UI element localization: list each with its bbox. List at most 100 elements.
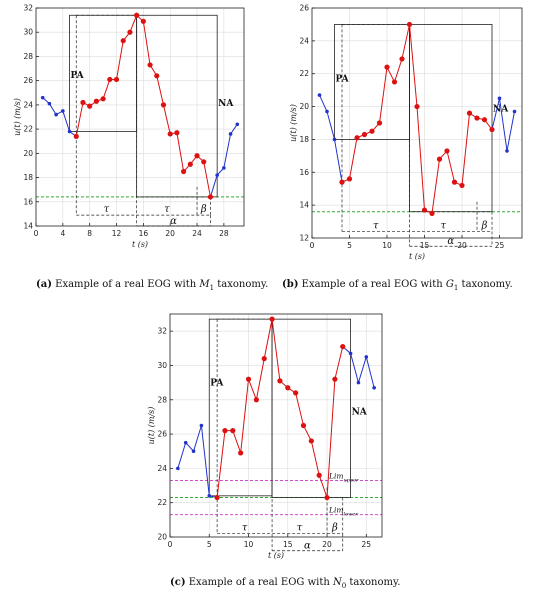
data-point-blue <box>207 494 212 498</box>
y-tick-label: 18 <box>23 173 33 182</box>
y-tick-label: 28 <box>23 52 33 61</box>
data-point-red <box>230 428 236 434</box>
x-tick-label: 10 <box>382 241 392 250</box>
tau2-label: τ <box>297 523 303 534</box>
data-point-red <box>214 494 220 501</box>
x-tick-label: 15 <box>420 241 430 250</box>
series-line-blue-pre <box>319 94 343 183</box>
series-line-red <box>341 24 493 215</box>
y-tick-label: 22 <box>157 498 167 507</box>
data-point-blue <box>228 132 233 136</box>
data-point-blue <box>512 109 517 114</box>
series-line-red <box>216 319 344 498</box>
panel-b: 0 5 10 15 20 25 12 14 16 18 20 22 24 26 t (s) u(t) (m/s… <box>289 4 523 261</box>
data-point-red <box>384 64 390 70</box>
tau1-label: τ <box>373 220 379 231</box>
data-point-red <box>316 472 322 478</box>
data-point-red <box>399 56 405 62</box>
data-point-red <box>207 194 214 200</box>
y-axis-label: u(t) (m/s) <box>147 407 156 445</box>
na-label: NA <box>218 99 234 109</box>
data-point-red <box>245 376 252 382</box>
data-point-red <box>340 343 346 350</box>
data-point-red <box>261 356 267 362</box>
alpha-label: α <box>447 236 454 247</box>
x-axis-label: t (s) <box>132 240 148 249</box>
x-tick-label: 28 <box>219 229 229 238</box>
data-point-red <box>308 438 314 444</box>
x-tick-label: 15 <box>283 540 293 549</box>
tau2-label: τ <box>440 220 446 231</box>
data-point-red <box>238 450 244 456</box>
data-point-blue <box>325 109 329 114</box>
x-axis-label: t (s) <box>268 551 284 560</box>
data-point-red <box>174 130 180 136</box>
data-point-red <box>222 428 228 434</box>
x-tick-label: 20 <box>165 229 175 238</box>
x-axis-label: t (s) <box>409 252 425 261</box>
data-point-red <box>444 148 450 154</box>
pa-label: PA <box>210 378 224 388</box>
data-point-red <box>361 131 368 138</box>
y-tick-label: 20 <box>23 149 33 158</box>
y-tick-label: 24 <box>157 464 167 473</box>
tau1-label: τ <box>242 523 248 534</box>
data-point-red <box>269 316 275 322</box>
data-point-red <box>113 76 120 83</box>
data-point-red <box>406 21 413 28</box>
data-point-blue <box>356 380 361 385</box>
data-point-blue <box>183 440 188 445</box>
beta-label: β <box>200 204 207 215</box>
data-point-red <box>100 96 106 102</box>
tau1-label: τ <box>104 204 110 215</box>
data-point-red <box>332 376 338 382</box>
data-point-red <box>140 18 146 24</box>
data-point-red <box>134 12 140 18</box>
beta-label: β <box>331 523 338 534</box>
data-point-blue <box>47 101 52 106</box>
panel-a: 0 4 8 12 16 20 24 28 14 16 18 20 22 24 26 28 30 32 t (s) u(… <box>13 4 245 249</box>
data-point-blue <box>191 449 196 454</box>
alpha-label: α <box>304 541 311 552</box>
y-tick-label: 24 <box>23 100 33 109</box>
data-point-red <box>154 73 160 79</box>
data-point-red <box>277 378 283 384</box>
x-tick-label: 0 <box>310 241 315 250</box>
x-tick-label: 5 <box>207 540 212 549</box>
x-tick-label: 0 <box>168 540 173 549</box>
data-point-red <box>285 385 291 391</box>
x-tick-label: 20 <box>322 540 332 549</box>
y-tick-label: 14 <box>23 222 33 231</box>
x-tick-label: 20 <box>457 241 467 250</box>
data-point-red <box>489 126 495 133</box>
data-point-blue <box>332 137 337 142</box>
caption-c: (c) Example of a real EOG with N0 taxono… <box>170 577 401 590</box>
y-tick-label: 28 <box>157 395 167 404</box>
rise-box <box>208 318 273 497</box>
data-point-red <box>421 207 428 213</box>
alpha-label: α <box>170 216 177 227</box>
y-tick-label: 26 <box>299 4 309 13</box>
y-tick-label: 20 <box>299 102 309 111</box>
y-tick-label: 32 <box>157 327 167 336</box>
data-point-red <box>391 79 398 85</box>
lim-lower-label: Limlower <box>328 506 358 518</box>
y-tick-label: 16 <box>299 168 309 177</box>
data-point-red <box>120 38 126 44</box>
data-point-red <box>369 128 375 134</box>
y-tick-label: 22 <box>23 125 33 134</box>
grid <box>311 7 522 239</box>
data-point-red <box>160 102 167 108</box>
data-point-blue <box>497 96 502 101</box>
x-tick-label: 16 <box>139 229 149 238</box>
y-axis-label: u(t) (m/s) <box>13 98 22 136</box>
data-point-red <box>474 115 480 121</box>
data-point-red <box>293 390 299 396</box>
y-tick-label: 30 <box>23 28 33 37</box>
data-point-red <box>429 210 435 216</box>
y-tick-label: 20 <box>157 533 167 542</box>
y-tick-label: 22 <box>299 69 309 78</box>
panel-c: 0 5 10 15 20 25 20 22 24 26 28 30 32 t (s) u(t) (m/s) L… <box>147 313 383 560</box>
y-tick-label: 18 <box>299 135 309 144</box>
